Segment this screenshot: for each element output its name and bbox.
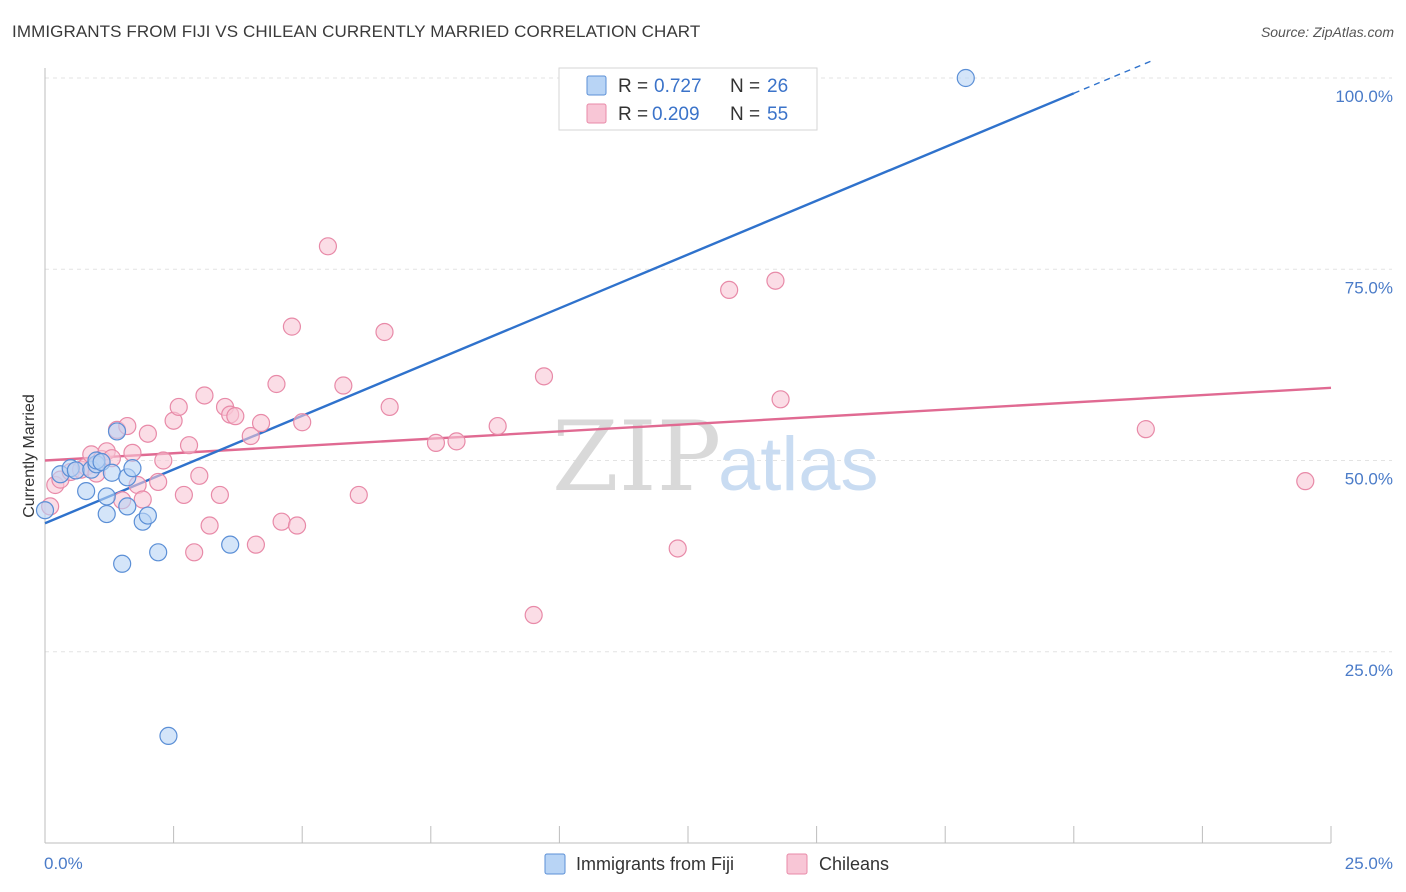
legend-n-label-chile: N = bbox=[730, 104, 760, 125]
point-chileans-26 bbox=[195, 386, 214, 405]
legend-swatch-fiji bbox=[586, 75, 607, 96]
point-fiji-10 bbox=[97, 487, 116, 506]
point-chileans-34 bbox=[251, 413, 271, 433]
point-fiji-13 bbox=[113, 554, 132, 573]
y-tick-label-0: 25.0% bbox=[1345, 661, 1393, 680]
x-tick-label-0: 0.0% bbox=[44, 854, 83, 873]
point-chileans-45 bbox=[426, 433, 446, 453]
point-chileans-49 bbox=[534, 367, 554, 386]
point-fiji-16 bbox=[123, 459, 142, 478]
point-chileans-42 bbox=[349, 485, 368, 505]
point-chileans-48 bbox=[524, 605, 543, 625]
point-chileans-16 bbox=[133, 490, 152, 509]
point-chileans-46 bbox=[447, 432, 466, 451]
point-fiji-3 bbox=[66, 461, 85, 480]
point-chileans-51 bbox=[720, 280, 739, 300]
y-tick-label-2: 75.0% bbox=[1345, 278, 1393, 297]
trend-lines bbox=[44, 60, 1332, 525]
point-chileans-32 bbox=[241, 426, 260, 446]
y-tick-label-1: 50.0% bbox=[1345, 470, 1393, 489]
point-fiji-22 bbox=[956, 68, 975, 88]
legend: R = 0.727 N = 26 R = 0.209 N = 55 bbox=[558, 67, 818, 131]
point-chileans-36 bbox=[272, 512, 291, 531]
point-fiji-12 bbox=[107, 422, 127, 441]
point-chileans-21 bbox=[169, 397, 188, 417]
point-fiji-4 bbox=[77, 482, 96, 501]
trend-line-fiji bbox=[44, 92, 1075, 525]
legend-r-value-chile: 0.209 bbox=[652, 104, 700, 125]
point-chileans-41 bbox=[334, 376, 353, 395]
legend-r-label-chile: R = bbox=[618, 104, 648, 125]
trend-line-chileans bbox=[44, 386, 1332, 462]
point-fiji-20 bbox=[159, 726, 178, 746]
point-chileans-27 bbox=[200, 516, 219, 535]
point-chileans-24 bbox=[185, 543, 204, 562]
point-chileans-50 bbox=[668, 539, 687, 558]
legend-n-value-chile: 55 bbox=[767, 104, 788, 125]
point-chileans-18 bbox=[149, 472, 168, 492]
y-tick-label-3: 100.0% bbox=[1335, 87, 1393, 106]
legend-n-label-fiji: N = bbox=[730, 76, 760, 97]
point-chileans-40 bbox=[318, 237, 338, 256]
grid-lines bbox=[45, 77, 1392, 653]
point-chileans-23 bbox=[179, 436, 199, 455]
point-chileans-35 bbox=[267, 374, 286, 394]
point-chileans-25 bbox=[190, 466, 209, 485]
point-fiji-18 bbox=[138, 506, 157, 525]
point-chileans-44 bbox=[380, 397, 399, 417]
point-chileans-52 bbox=[766, 271, 785, 290]
bottom-legend-swatch-chile bbox=[786, 853, 808, 875]
bottom-legend: Immigrants from Fiji Chileans bbox=[544, 853, 889, 875]
axes bbox=[44, 68, 1332, 844]
trend-line-fiji-extension bbox=[1073, 60, 1152, 94]
watermark-atlas: atlas bbox=[718, 422, 879, 507]
point-chileans-43 bbox=[375, 322, 394, 342]
point-chileans-38 bbox=[287, 516, 307, 535]
legend-r-value-fiji: 0.727 bbox=[654, 76, 702, 97]
point-chileans-37 bbox=[282, 317, 302, 336]
legend-r-label-fiji: R = bbox=[618, 76, 648, 97]
point-chileans-33 bbox=[246, 535, 266, 554]
legend-n-value-fiji: 26 bbox=[767, 76, 788, 97]
x-tick-label-1: 25.0% bbox=[1345, 854, 1393, 873]
chart-title: IMMIGRANTS FROM FIJI VS CHILEAN CURRENTL… bbox=[12, 22, 701, 41]
y-tick-labels: 25.0% 50.0% 75.0% 100.0% bbox=[1335, 87, 1393, 680]
point-chileans-19 bbox=[154, 451, 173, 470]
bottom-legend-label-fiji: Immigrants from Fiji bbox=[576, 854, 734, 874]
point-fiji-0 bbox=[35, 501, 55, 520]
point-chileans-53 bbox=[771, 390, 790, 409]
point-chileans-31 bbox=[226, 407, 245, 426]
point-chileans-22 bbox=[174, 485, 193, 505]
point-chileans-14 bbox=[123, 443, 142, 462]
point-fiji-14 bbox=[118, 497, 137, 516]
data-points bbox=[35, 68, 1315, 746]
point-fiji-19 bbox=[149, 543, 168, 562]
point-chileans-39 bbox=[293, 413, 312, 432]
point-fiji-11 bbox=[102, 463, 121, 482]
point-chileans-28 bbox=[210, 485, 229, 505]
legend-swatch-chile bbox=[586, 103, 607, 124]
y-axis-label: Currently Married bbox=[21, 394, 38, 518]
point-chileans-55 bbox=[1296, 472, 1315, 491]
point-chileans-54 bbox=[1136, 420, 1155, 439]
bottom-legend-label-chile: Chileans bbox=[819, 854, 889, 874]
source-label: Source: ZipAtlas.com bbox=[1260, 24, 1394, 40]
x-tick-labels: 0.0% 25.0% bbox=[44, 854, 1393, 873]
point-chileans-17 bbox=[138, 424, 157, 443]
bottom-legend-swatch-fiji bbox=[544, 853, 566, 875]
watermark-zip: ZIP bbox=[552, 401, 721, 513]
point-fiji-21 bbox=[221, 535, 240, 554]
point-fiji-9 bbox=[97, 504, 116, 524]
point-chileans-47 bbox=[488, 416, 507, 436]
